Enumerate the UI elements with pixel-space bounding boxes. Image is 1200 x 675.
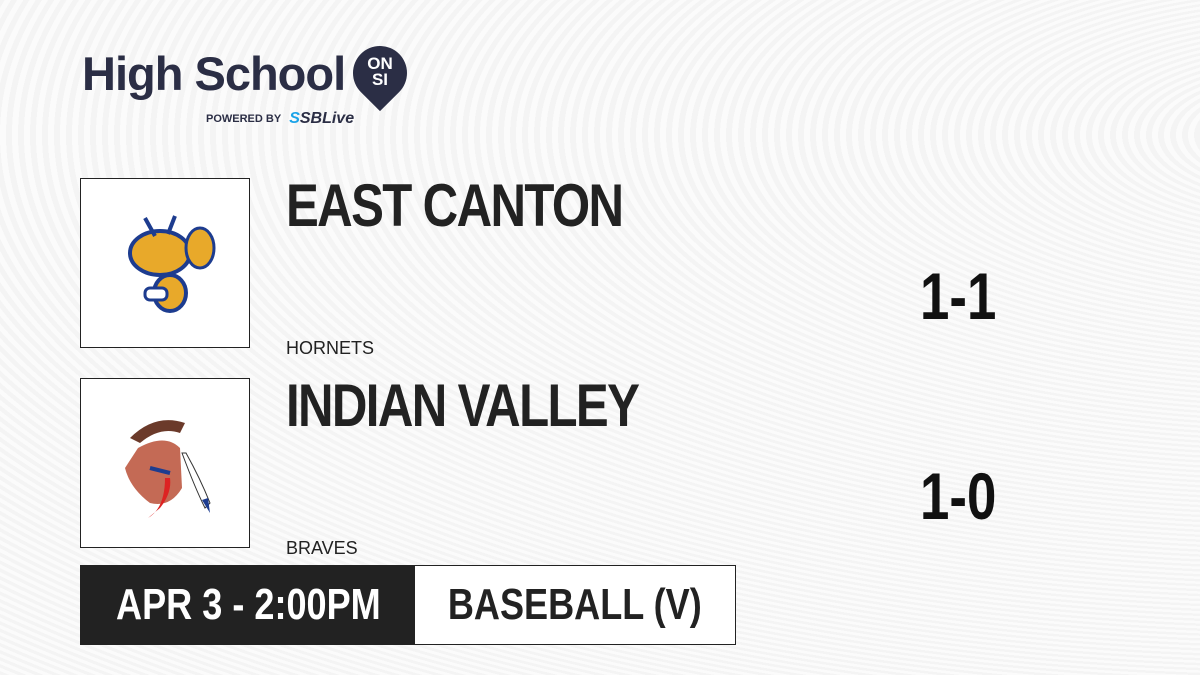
game-datetime: APR 3 - 2:00PM: [81, 566, 415, 644]
away-team-score: 1-0: [920, 459, 997, 533]
powered-by: POWERED BY SSBLive: [206, 110, 354, 128]
game-sport: BASEBALL (V): [415, 566, 735, 644]
indian-valley-logo: [80, 378, 250, 548]
home-team-score: 1-1: [920, 259, 997, 333]
high-school-on-si-logo: High School ON SI: [82, 34, 419, 112]
hornet-mascot-icon: [128, 215, 216, 313]
east-canton-logo: [80, 178, 250, 348]
on-si-pin-icon: ON SI: [341, 34, 419, 112]
away-team-mascot: BRAVES: [286, 538, 358, 558]
home-team-mascot: HORNETS: [286, 338, 375, 358]
sblive-logo: SSBLive: [289, 110, 355, 127]
game-info-bar: APR 3 - 2:00PM BASEBALL (V): [80, 565, 736, 645]
brand-title: High School: [82, 47, 346, 100]
away-team-name: INDIAN VALLEY: [286, 372, 640, 439]
home-team-name: EAST CANTON: [286, 172, 624, 239]
powered-by-label: POWERED BY: [206, 113, 282, 125]
brave-mascot-icon: [125, 420, 211, 518]
